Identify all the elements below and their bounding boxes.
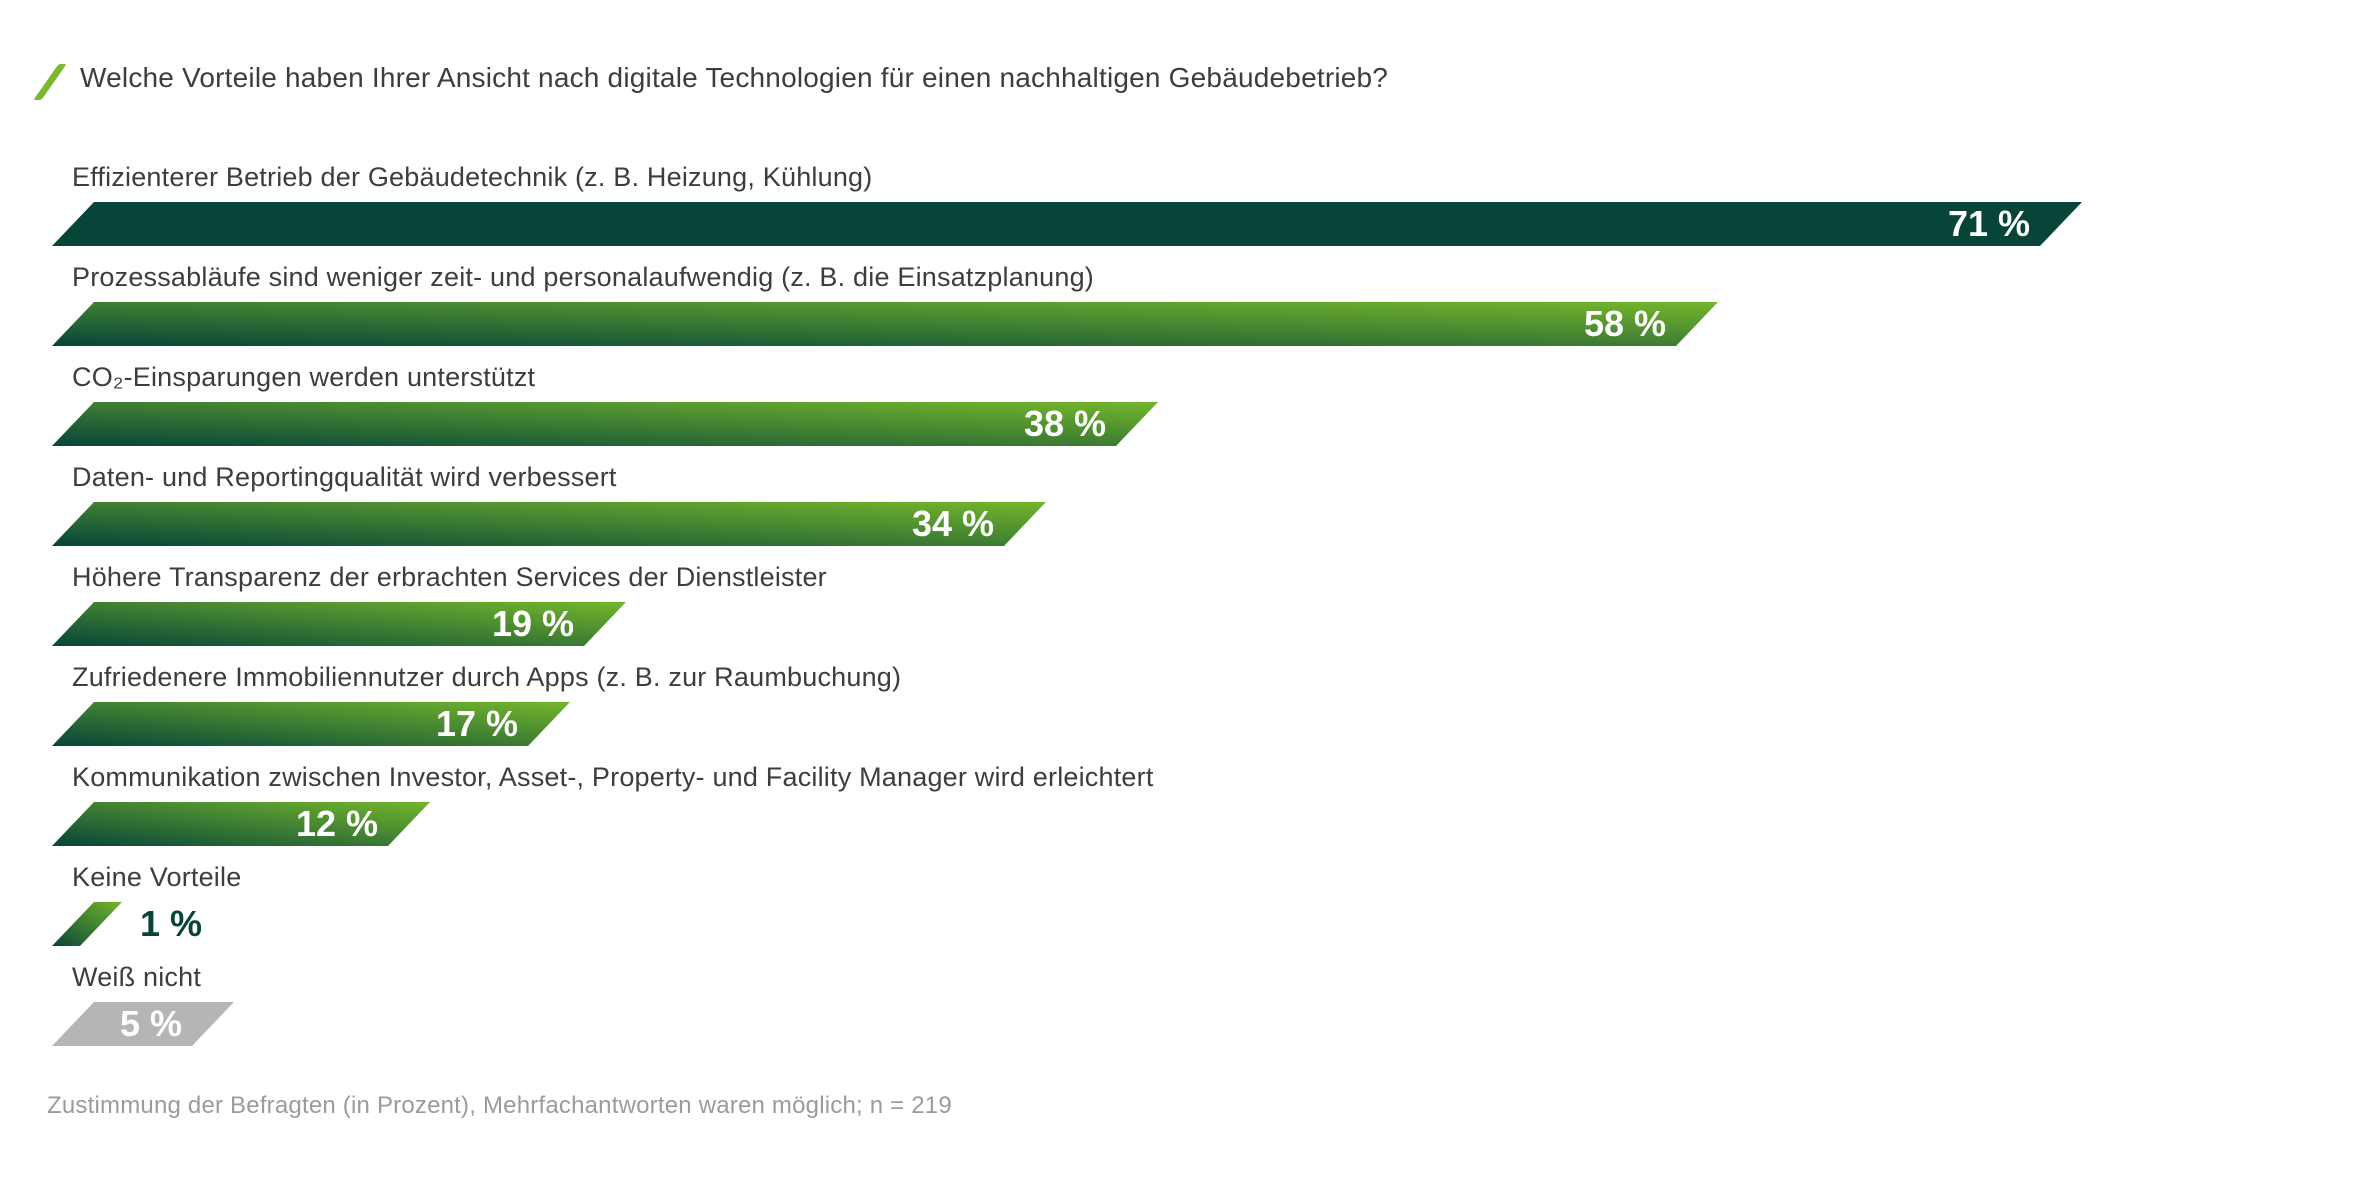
bar-line: 17 % 17 %: [52, 702, 2362, 746]
bar-row: Prozessabläufe sind weniger zeit- und pe…: [52, 260, 2362, 346]
bar-category-label: Prozessabläufe sind weniger zeit- und pe…: [72, 262, 1094, 292]
bar-line: 5 % 5 %: [52, 1002, 2362, 1046]
chart-title: Welche Vorteile haben Ihrer Ansicht nach…: [80, 62, 1389, 93]
bar-value-label: 38 %: [1023, 403, 1106, 444]
bar-category-label: Höhere Transparenz der erbrachten Servic…: [72, 562, 827, 592]
bar-shape: 1 %: [52, 902, 122, 946]
bar-row: Weiß nicht 5 % 5 %: [52, 960, 2362, 1046]
bar-category-label: Keine Vorteile: [72, 862, 242, 892]
bar-shape: 34 %: [52, 502, 1046, 546]
bar-value-label: 34 %: [911, 503, 994, 544]
bar-value-label: 71 %: [1947, 203, 2030, 244]
bar-value-label-outside: 1 %: [140, 903, 203, 944]
bar-value-label: 5 %: [119, 1003, 182, 1044]
bar-shape: 58 %: [52, 302, 1718, 346]
bar-category-label: Effizienterer Betrieb der Gebäudetechnik…: [72, 162, 873, 192]
chart-title-row: Welche Vorteile haben Ihrer Ansicht nach…: [33, 62, 1389, 100]
bar-shape: 12 %: [52, 802, 430, 846]
bar-category-label: Kommunikation zwischen Investor, Asset-,…: [72, 762, 1154, 792]
bar-category-label: CO₂-Einsparungen werden unterstützt: [72, 362, 536, 392]
bar-row: Daten- und Reportingqualität wird verbes…: [52, 460, 2362, 546]
bar-category-label: Zufriedenere Immobiliennutzer durch Apps…: [72, 662, 902, 692]
bar-row: Kommunikation zwischen Investor, Asset-,…: [52, 760, 2362, 846]
slash-icon: [33, 64, 67, 100]
bar-category-label: Weiß nicht: [72, 962, 202, 992]
bar-line: 34 % 34 %: [52, 502, 2362, 546]
bar-shape: 38 %: [52, 402, 1158, 446]
bar-row: Zufriedenere Immobiliennutzer durch Apps…: [52, 660, 2362, 746]
bar-line: 71 % 71 %: [52, 202, 2362, 246]
bar-shape: 17 %: [52, 702, 570, 746]
bar-shape: 19 %: [52, 602, 626, 646]
bar-row: Höhere Transparenz der erbrachten Servic…: [52, 560, 2362, 646]
bar-category-label: Daten- und Reportingqualität wird verbes…: [72, 462, 617, 492]
bar-line: 1 % 1 %: [52, 902, 2362, 946]
bar-line: 19 % 19 %: [52, 602, 2362, 646]
bar-shape: 71 %: [52, 202, 2082, 246]
bar-value-label: 12 %: [295, 803, 378, 844]
bar-shape: 5 %: [52, 1002, 234, 1046]
chart-footnote: Zustimmung der Befragten (in Prozent), M…: [47, 1092, 952, 1119]
bar-row: Keine Vorteile 1 % 1 %: [52, 860, 2362, 946]
bar-value-label: 19 %: [491, 603, 574, 644]
bar-line: 12 % 12 %: [52, 802, 2362, 846]
bar-value-label: 17 %: [435, 703, 518, 744]
bar-chart: Effizienterer Betrieb der Gebäudetechnik…: [52, 160, 2362, 1060]
bar-row: Effizienterer Betrieb der Gebäudetechnik…: [52, 160, 2362, 246]
bar-line: 38 % 38 %: [52, 402, 2362, 446]
bar-row: CO₂-Einsparungen werden unterstützt 38 %…: [52, 360, 2362, 446]
bar-line: 58 % 58 %: [52, 302, 2362, 346]
bar-value-label: 58 %: [1583, 303, 1666, 344]
